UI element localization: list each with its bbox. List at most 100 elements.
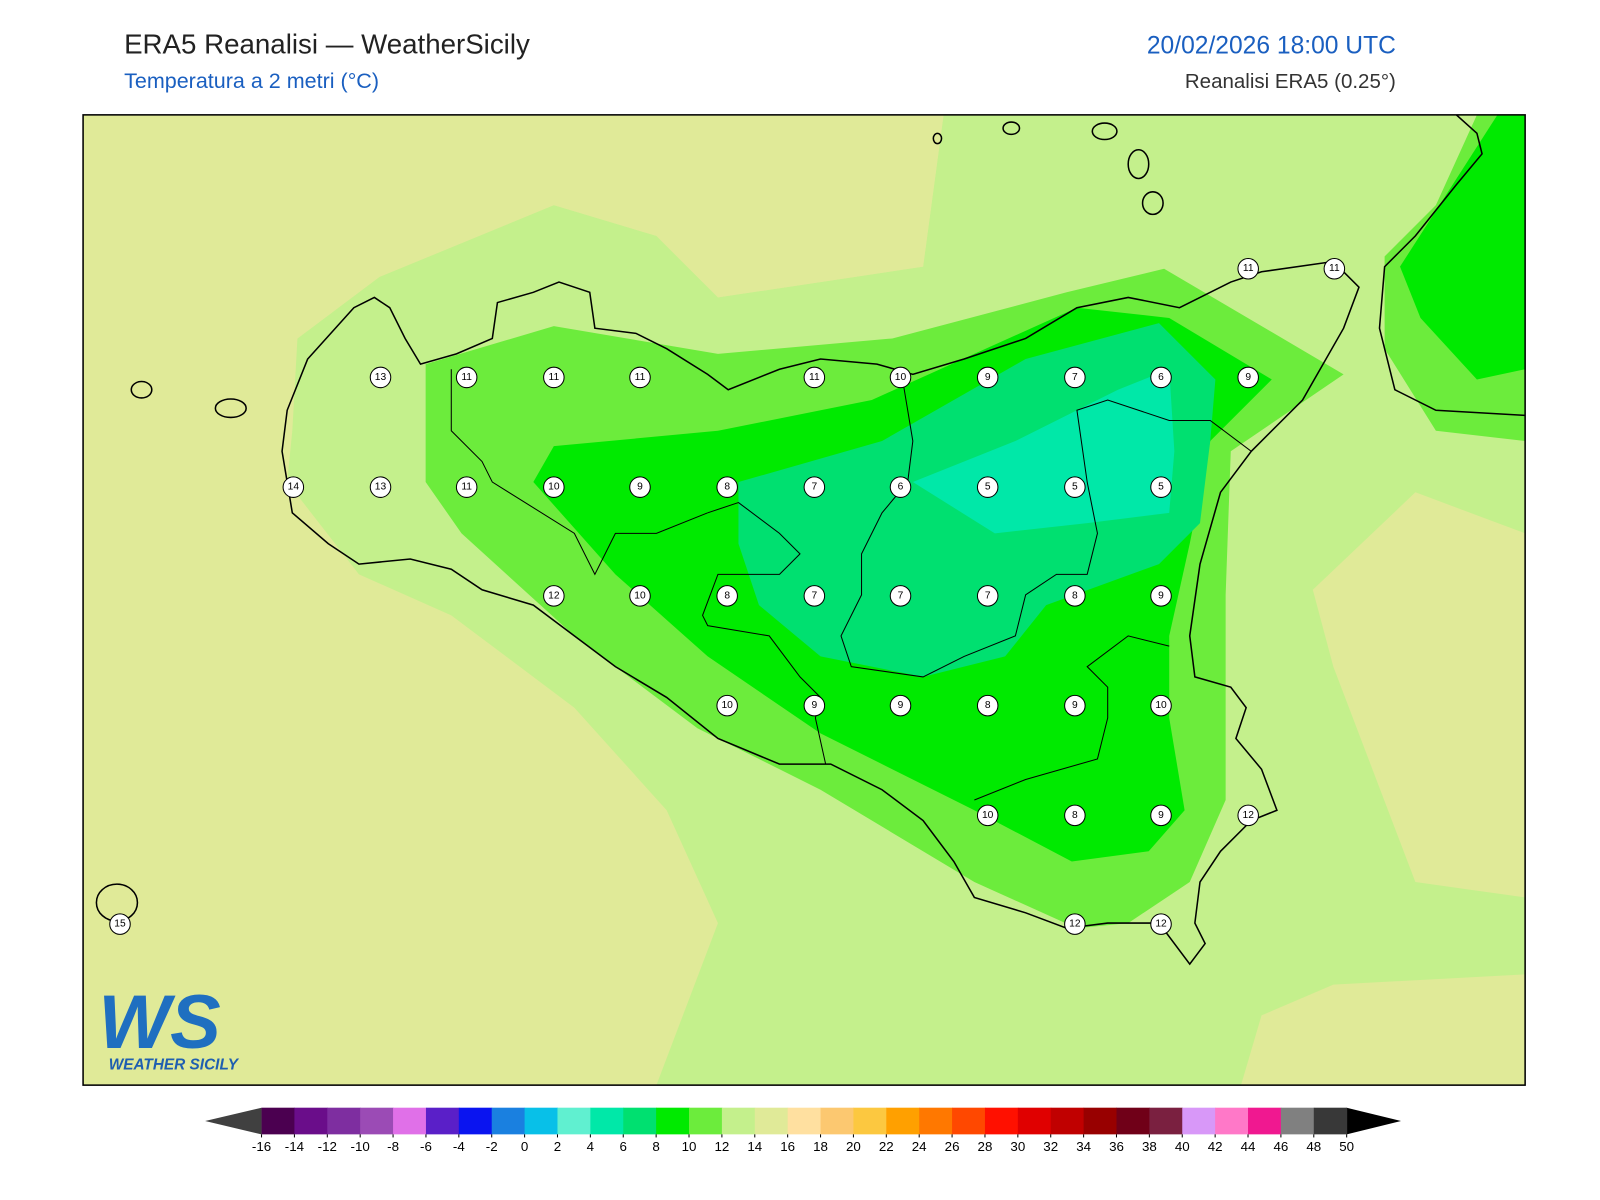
station-marker (282, 476, 305, 498)
colorbar-bin (984, 1107, 1019, 1135)
colorbar-bin (1116, 1107, 1150, 1135)
colorbar-tick-label: -14 (285, 1139, 305, 1154)
station-marker (1237, 804, 1259, 827)
station-value: 11 (635, 372, 646, 383)
colorbar-bin (689, 1107, 723, 1135)
field (1241, 974, 1526, 1086)
station-marker (629, 585, 651, 607)
colorbar-bin (458, 1107, 493, 1135)
station-value: 11 (809, 372, 820, 383)
station-marker (543, 585, 565, 607)
field (1312, 492, 1526, 898)
station-value: 9 (985, 372, 991, 383)
colorbar-bin (1017, 1107, 1052, 1135)
station-marker (1064, 585, 1086, 607)
colorbar-bin (1215, 1107, 1249, 1135)
colorbar-tick-label: 26 (945, 1139, 960, 1154)
station-marker (803, 694, 826, 717)
station-marker (1150, 585, 1172, 607)
field (83, 114, 944, 339)
colorbar-tick-label: -4 (453, 1139, 465, 1154)
station-value: 11 (549, 372, 560, 383)
colorbar-bin (491, 1107, 526, 1135)
colorbar-tick-label: 48 (1306, 1139, 1321, 1154)
station-value: 8 (985, 700, 991, 711)
station-value: 13 (375, 372, 387, 383)
station-value: 9 (1072, 700, 1078, 711)
station-marker (803, 366, 826, 389)
logo-mark: WS (98, 980, 220, 1065)
colorbar-tick-label: 12 (714, 1139, 729, 1154)
colorbar-tick-label: 22 (879, 1139, 894, 1154)
station-marker (1064, 913, 1086, 935)
station-value: 7 (985, 590, 991, 601)
logo-name: WEATHER SICILY (109, 1057, 240, 1074)
colorbar-tick-label: 16 (780, 1139, 795, 1154)
colorbar-tick-label: 38 (1142, 1139, 1157, 1154)
colorbar-bin (327, 1107, 361, 1135)
colorbar-tick-label: 6 (620, 1139, 627, 1154)
station-value: 7 (1072, 372, 1078, 383)
station-marker (976, 804, 999, 827)
station-marker (369, 366, 392, 389)
colorbar-bin (919, 1107, 953, 1135)
station-marker (1150, 913, 1172, 935)
station-marker (1150, 694, 1172, 717)
colorbar-bin (754, 1107, 789, 1135)
colorbar-bin (1280, 1107, 1315, 1135)
colorbar-tick-label: 30 (1010, 1139, 1025, 1154)
subtitle: Temperatura a 2 metri (°C) (124, 69, 379, 93)
colorbar-bin (1083, 1107, 1118, 1135)
station-marker (1237, 366, 1259, 389)
station-value: 9 (898, 700, 904, 711)
colorbar-bin (721, 1107, 756, 1135)
colorbar-under (205, 1107, 262, 1135)
station-value: 10 (895, 372, 907, 383)
station-value: 7 (812, 482, 818, 493)
station-value: 8 (724, 482, 730, 493)
station-marker (716, 476, 738, 498)
station-value: 7 (812, 590, 818, 601)
station-marker (889, 585, 912, 607)
colorbar-bin (393, 1107, 427, 1135)
colorbar-tick-label: 36 (1109, 1139, 1124, 1154)
colorbar-bin (853, 1107, 887, 1135)
colorbar-tick-label: -10 (351, 1139, 370, 1154)
station-marker (455, 476, 478, 498)
station-value: 9 (1245, 372, 1251, 383)
station-marker (1064, 476, 1086, 498)
colorbar-bin (425, 1107, 460, 1135)
station-value: 10 (721, 700, 733, 711)
station-value: 7 (898, 590, 904, 601)
colorbar-tick-label: 10 (682, 1139, 697, 1154)
station-value: 5 (1158, 482, 1164, 493)
colorbar-bin (623, 1107, 657, 1135)
colorbar-tick-label: -6 (420, 1139, 432, 1154)
map: 11 11 13 11 11 11 11 10 9 7 6 9 14 13 11 10 9 8 7 6 5 5 5 12 10 8… (83, 114, 1526, 1086)
station-value: 5 (985, 482, 991, 493)
station-value: 12 (1155, 919, 1167, 930)
stations: 11 11 13 11 11 11 11 10 9 7 6 9 14 13 11 10 9 8 7 6 5 5 5 12 10 8… (109, 257, 1346, 935)
station-marker (889, 476, 912, 498)
colorbar-tick-label: 14 (747, 1139, 762, 1154)
station-marker (369, 476, 392, 498)
station-marker (455, 366, 478, 389)
station-value: 6 (898, 482, 904, 493)
station-marker (1237, 257, 1259, 280)
colorbar-over (1346, 1107, 1402, 1135)
station-marker (716, 585, 738, 607)
station-marker (976, 694, 999, 717)
station-marker (1064, 804, 1086, 827)
station-value: 12 (1243, 810, 1255, 821)
station-value: 15 (114, 919, 126, 930)
station-value: 9 (1158, 810, 1164, 821)
colorbar-tick-label: -2 (486, 1139, 498, 1154)
colorbar-tick-label: 50 (1339, 1139, 1354, 1154)
station-value: 14 (288, 482, 300, 493)
station-value: 12 (548, 590, 560, 601)
station-value: 5 (1072, 482, 1078, 493)
station-value: 6 (1158, 372, 1164, 383)
station-marker (629, 476, 651, 498)
station-marker (976, 585, 999, 607)
station-value: 11 (1243, 263, 1254, 274)
